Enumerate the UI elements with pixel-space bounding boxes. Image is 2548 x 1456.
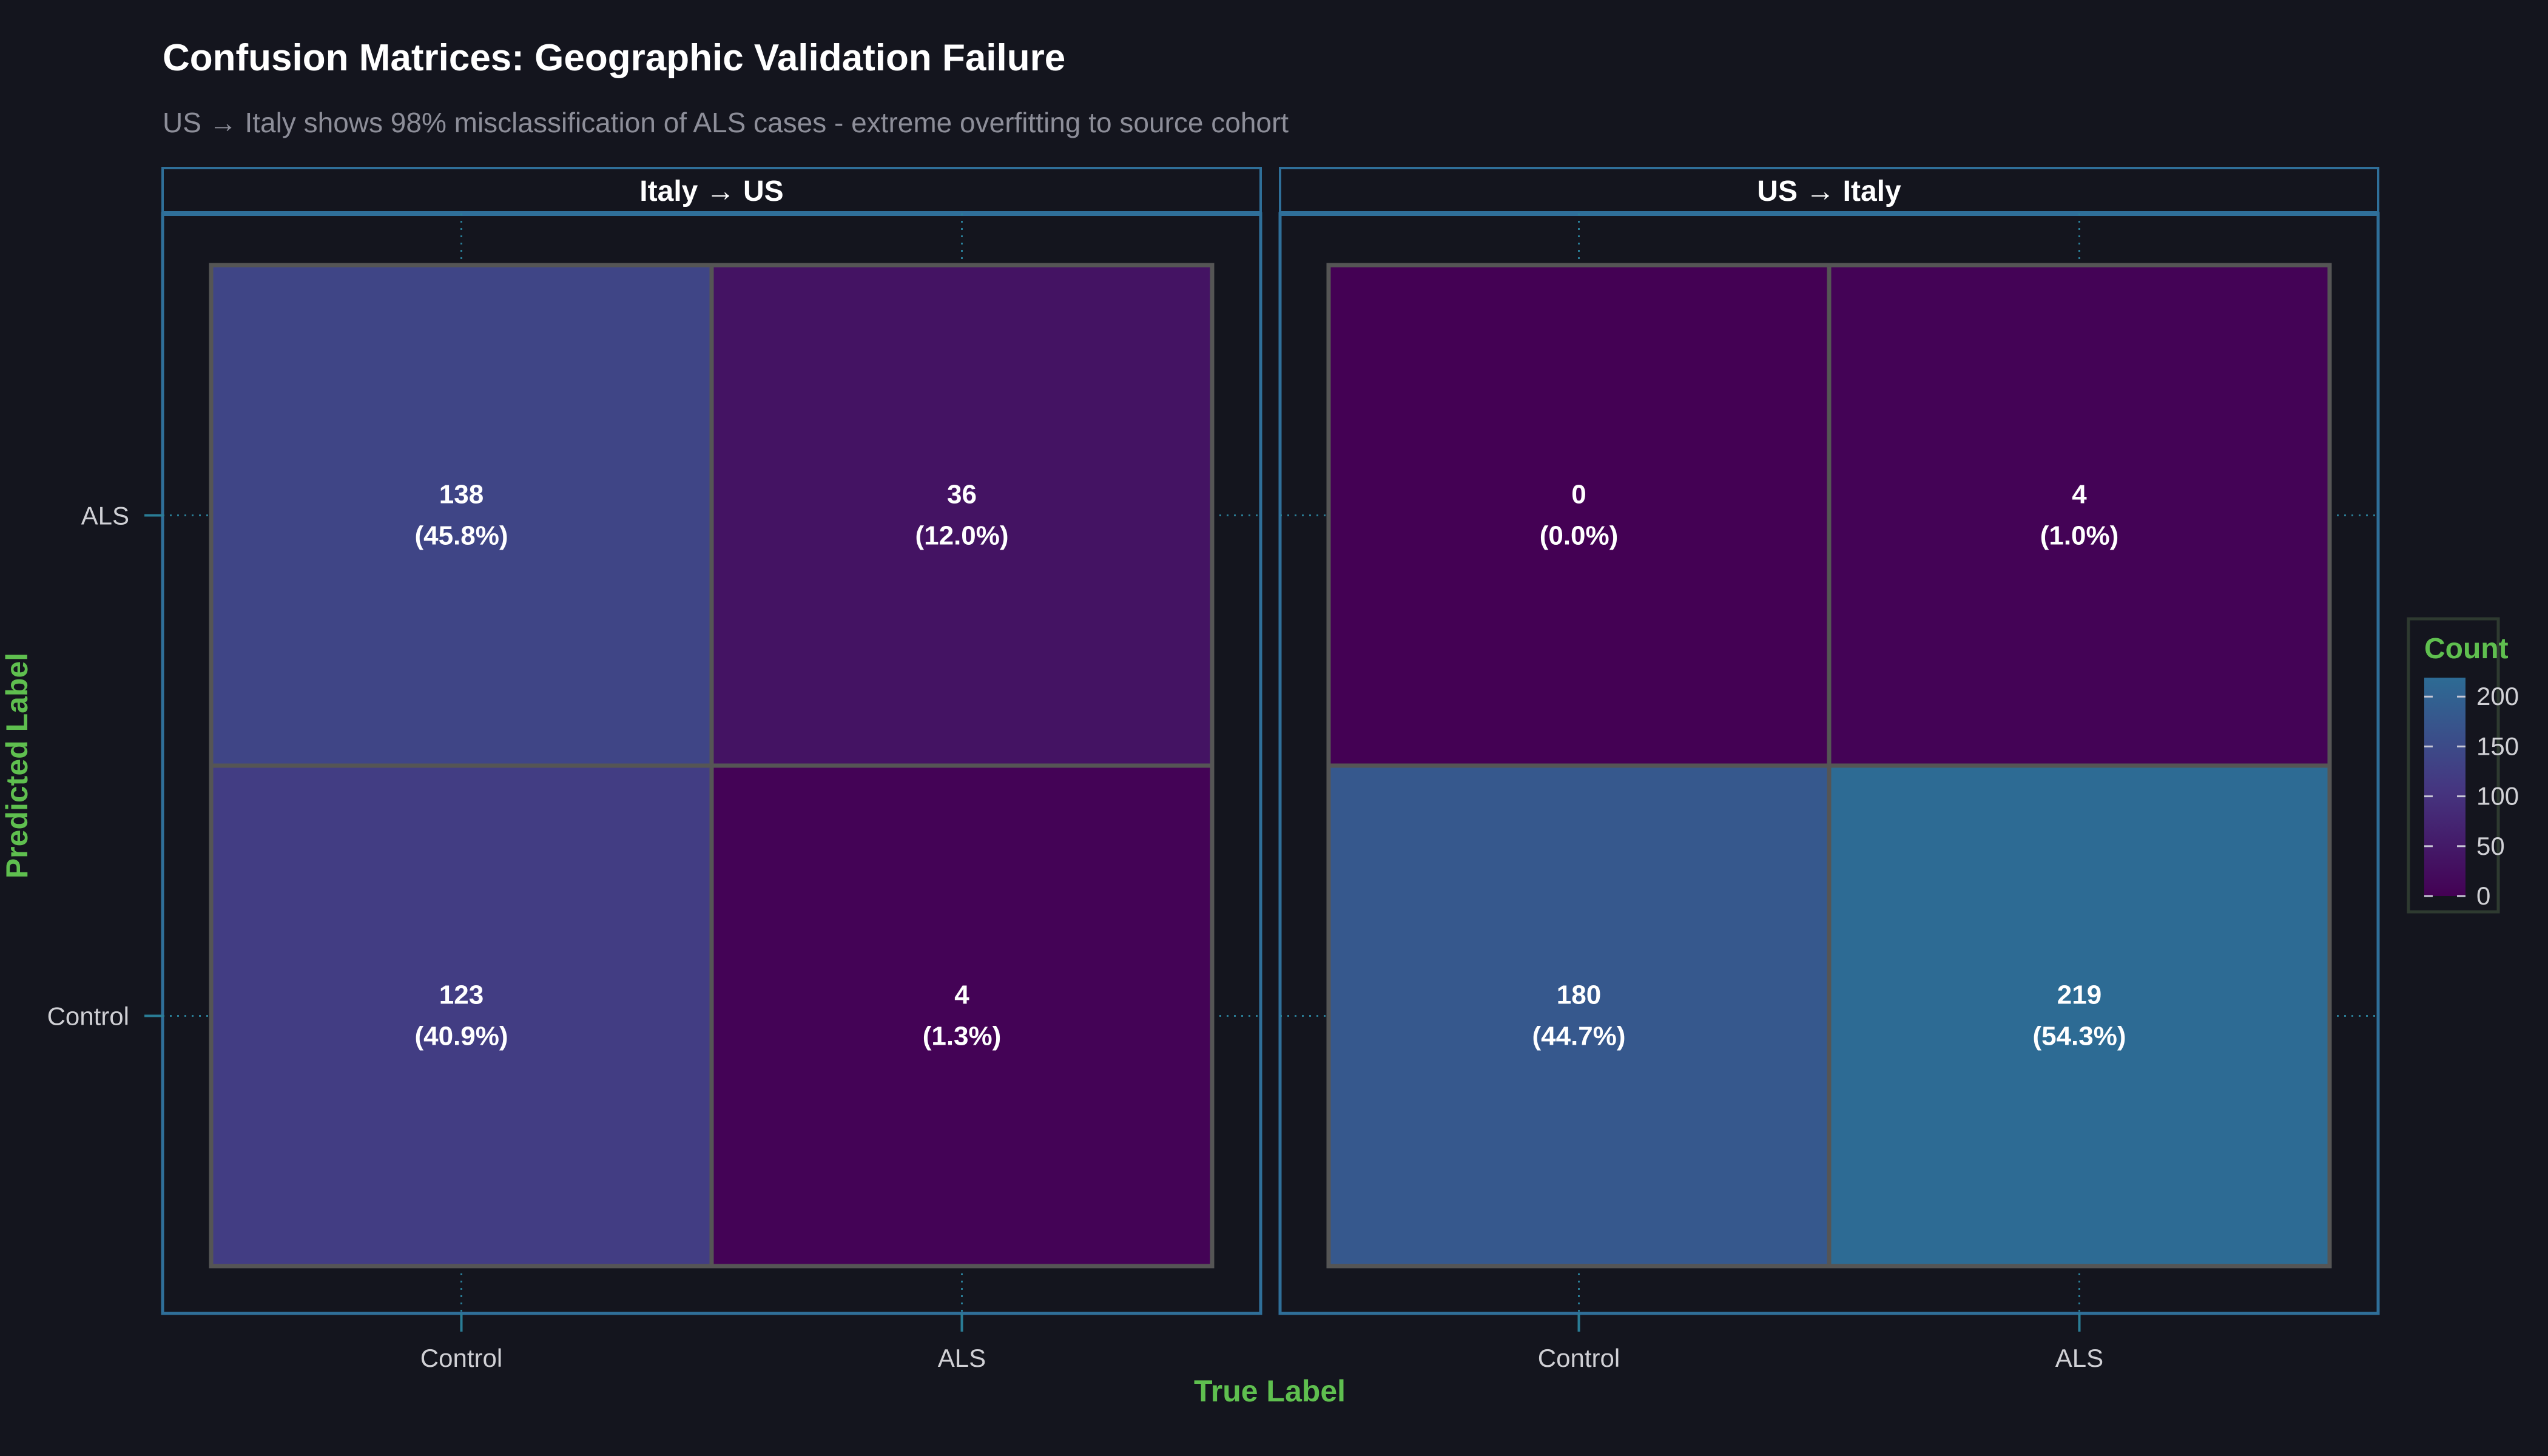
- x-tick-label: ALS: [938, 1344, 986, 1372]
- cell-percent-label: (40.9%): [414, 1022, 508, 1051]
- panel-strip-label: Italy → US: [639, 175, 783, 207]
- x-tick-label: Control: [420, 1344, 502, 1372]
- chart-subtitle: US → Italy shows 98% misclassification o…: [163, 107, 1289, 138]
- legend-tick-label: 50: [2476, 832, 2505, 860]
- chart-title: Confusion Matrices: Geographic Validatio…: [163, 37, 1066, 79]
- cell-count-label: 219: [2057, 980, 2101, 1010]
- x-tick-label: Control: [1538, 1344, 1620, 1372]
- panels-layer: Italy → US Control ALS ALS Control 138 (45.8%)…: [47, 167, 2380, 1372]
- x-axis-title: True Label: [1194, 1374, 1346, 1408]
- cell-percent-label: (12.0%): [915, 521, 1008, 551]
- heatmap-cell: [1827, 263, 2332, 768]
- legend-colorbar: [2424, 678, 2465, 896]
- heatmap-cell: [209, 763, 714, 1269]
- cell-percent-label: (45.8%): [414, 521, 508, 551]
- y-tick-label: ALS: [81, 502, 129, 530]
- cell-count-label: 36: [947, 480, 977, 510]
- heatmap-cell: [1326, 763, 1832, 1269]
- cell-percent-label: (1.0%): [2040, 521, 2119, 551]
- panel-1: US → Italy Control ALS 0 (0.0%) 4 (1.0%) 180 (44…: [1278, 167, 2380, 1372]
- cell-count-label: 180: [1557, 980, 1601, 1010]
- legend-tick-label: 150: [2476, 732, 2519, 760]
- x-tick-label: ALS: [2055, 1344, 2103, 1372]
- y-tick-label: Control: [47, 1002, 129, 1031]
- heatmap-cell: [709, 263, 1215, 768]
- legend-title: Count: [2424, 633, 2509, 665]
- legend-tick-label: 200: [2476, 682, 2519, 710]
- cell-count-label: 4: [954, 980, 969, 1010]
- panel-strip-label: US → Italy: [1757, 175, 1901, 207]
- y-axis-title: Predicted Label: [0, 653, 34, 878]
- cell-percent-label: (54.3%): [2032, 1022, 2126, 1051]
- panel-0: Italy → US Control ALS ALS Control 138 (45.8%)…: [47, 167, 1262, 1372]
- legend-tick-label: 0: [2476, 881, 2490, 910]
- heatmap-cell: [1326, 263, 1832, 768]
- heatmap-cell: [1827, 763, 2332, 1269]
- heatmap-cell: [209, 263, 714, 768]
- cell-count-label: 138: [439, 480, 484, 510]
- cell-count-label: 4: [2072, 480, 2087, 510]
- cell-percent-label: (1.3%): [923, 1022, 1002, 1051]
- color-legend: Count 0 50 100 150 200: [2407, 617, 2519, 914]
- cell-count-label: 123: [439, 980, 484, 1010]
- cell-percent-label: (0.0%): [1540, 521, 1619, 551]
- cell-percent-label: (44.7%): [1532, 1022, 1625, 1051]
- heatmap-cell: [709, 763, 1215, 1269]
- cell-count-label: 0: [1571, 480, 1586, 510]
- legend-tick-label: 100: [2476, 782, 2519, 811]
